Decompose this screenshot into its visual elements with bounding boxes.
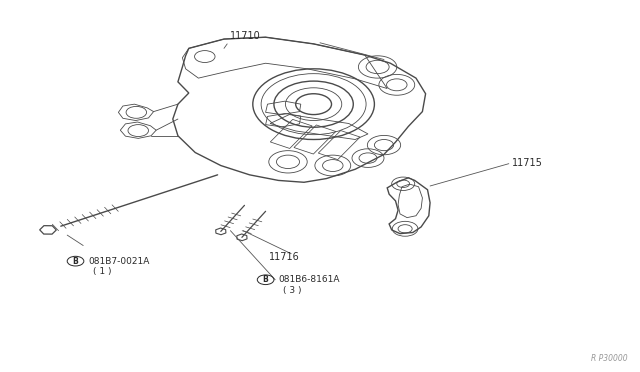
Text: B: B (73, 257, 78, 266)
Text: 081B6-8161A: 081B6-8161A (278, 275, 340, 284)
Text: ( 1 ): ( 1 ) (93, 267, 111, 276)
Text: ( 3 ): ( 3 ) (283, 286, 301, 295)
Text: 11716: 11716 (269, 252, 300, 262)
Text: B: B (263, 275, 268, 284)
Text: R P30000: R P30000 (591, 354, 627, 363)
Text: 11715: 11715 (512, 158, 543, 168)
Text: 11710: 11710 (230, 31, 261, 41)
Text: 081B7-0021A: 081B7-0021A (88, 257, 150, 266)
